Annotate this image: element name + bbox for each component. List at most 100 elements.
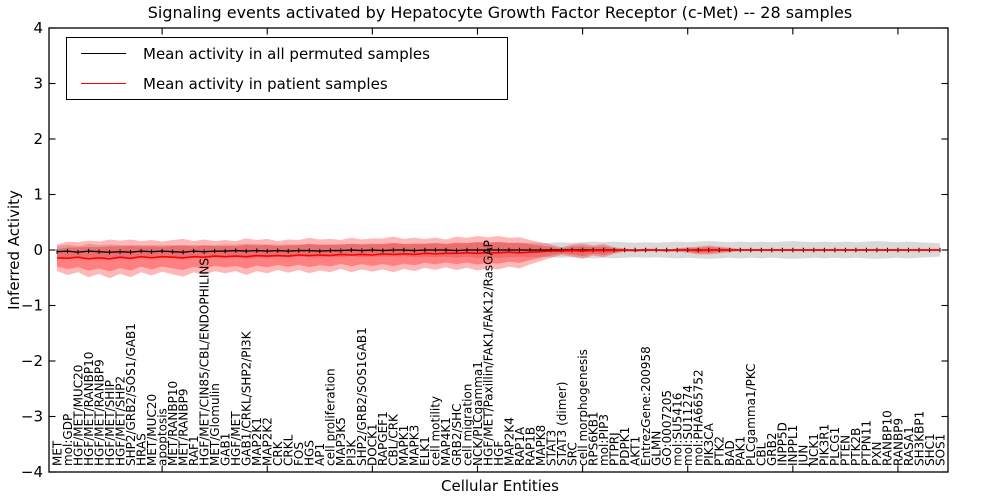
x-category-label: FOS [292,442,306,466]
x-category-label: HRAS [134,433,148,466]
x-category-label: PIK3R1 [818,424,832,466]
x-axis-title: Cellular Entities [441,477,559,495]
x-category-label: PAK1 [734,436,748,466]
x-category-label: MAP2K4 [502,417,516,466]
y-tick-label: 2 [33,130,43,148]
x-category-label: PI3K [345,439,359,466]
x-category-label: PLCG1 [828,427,842,466]
y-tick-label: −1 [21,297,43,315]
y-tick-label: 0 [33,241,43,259]
x-category-label: PIK3CA [702,422,716,466]
x-category-label: RPS6KB1 [586,411,600,466]
x-category-label: DOCK1 [366,423,380,466]
x-category-label: CRKL [282,434,296,466]
x-category-label: PXN [870,442,884,466]
x-category-label: CBL [755,442,769,466]
legend-line-patient-icon [81,83,126,84]
x-category-label: cell migration [460,384,474,466]
x-category-label: JUN [797,445,811,467]
legend-item: Mean activity in patient samples [67,69,507,99]
x-category-label: SHP2/GRB2/SOS1GAB1 [355,327,369,466]
x-category-label: SHC1 [923,433,937,466]
x-category-label: MAPK1 [397,425,411,466]
x-category-label: GAB1 [218,433,232,466]
x-category-label: NCK1 [807,433,821,466]
x-category-label: HGF/MET/RANBP10 [82,352,96,466]
legend-label-patient: Mean activity in patient samples [143,74,388,93]
x-category-label: AKT1 [628,436,642,466]
x-category-label: GLMN [649,431,663,466]
y-tick-label: −3 [21,408,43,426]
legend-label-permuted: Mean activity in all permuted samples [143,44,430,63]
x-category-label: INPP5D [776,422,790,466]
x-category-label: HGF/MET/CIN85/CBL/ENDOPHILINS [197,258,211,466]
x-category-label: GRB2 [765,432,779,466]
x-category-label: MET/Glomulin [208,383,222,466]
x-category-label: HGF [492,441,506,466]
x-category-label: RASA1 [902,426,916,466]
x-category-label: mol:SU11274 [681,385,695,466]
x-category-label: MET/RANBP10 [166,381,180,466]
x-category-label: GAB1/CRKL/SHP2/PI3K [240,330,254,466]
x-category-label: SOS1 [933,434,947,466]
y-tick-label: −4 [21,463,43,481]
x-category-label: mol:GDP [61,414,75,466]
x-category-label: INPPL1 [786,425,800,466]
x-category-label: STAT3 [544,430,558,466]
x-category-label: MET [50,440,64,466]
x-category-label: CBL/CRK [387,413,401,466]
x-category-label: PTK2 [713,436,727,466]
x-category-label: MET/RANBP9 [176,389,190,466]
chart-title: Signaling events activated by Hepatocyte… [147,3,853,22]
x-category-label: PTPRJ [607,432,621,466]
y-tick-label: −2 [21,352,43,370]
x-category-label: ELK1 [418,436,432,466]
x-category-label: CRK [271,440,285,466]
legend-item: Mean activity in all permuted samples [67,39,507,69]
x-category-label: HGF/MET/RANBP9 [92,359,106,466]
x-category-label: GRB2/SHC [450,403,464,466]
x-category-label: AP1 [313,443,327,466]
x-category-label: HGS [303,440,317,466]
x-category-label: GO:0007205 [660,390,674,466]
x-category-label: MAP2K2 [261,417,275,466]
x-category-label: cell motility [429,396,443,466]
x-category-label: MAPK3 [408,425,422,466]
x-category-label: HGF/MET/SHIP [103,380,117,466]
x-category-label: mol:SU5416 [671,393,685,466]
patient-mean-line [56,249,940,260]
x-category-label: SRC [565,442,579,466]
x-category-label: PLCgamma1/PKC [744,363,758,466]
y-tick-label: 4 [33,19,43,37]
x-category-label: RAPGEF1 [376,411,390,466]
y-tick-label: 3 [33,75,43,93]
x-category-label: MAPK8 [534,425,548,466]
x-category-label: STAT3 (dimer) [555,382,569,466]
x-category-label: MAP3K5 [334,417,348,466]
x-category-label: HGF/MET/SHP2 [113,376,127,466]
x-category-label: PDPK1 [618,427,632,466]
x-category-label: HGF/MET [229,411,243,466]
x-category-label: BAD [723,440,737,466]
patient-std-band-outer [57,236,940,279]
y-axis-title: Inferred Activity [5,190,23,310]
x-category-label: SH3KBP1 [912,411,926,466]
x-category-label: PTEN [839,435,853,466]
x-category-label: cell proliferation [324,368,338,466]
x-category-label: NCK/PLCgamma1 [471,361,485,466]
x-category-label: RAF1 [187,435,201,466]
x-category-label: MAP4K1 [439,417,453,466]
x-category-label: EntrezGene:200958 [639,346,653,466]
x-category-label: RANBP9 [891,418,905,466]
x-category-label: MAP2K1 [250,417,264,466]
x-category-label: apoptosis [155,408,169,466]
legend-line-permuted-icon [81,53,126,54]
x-category-label: cell morphogenesis [576,349,590,466]
x-category-label: MET/MUC20 [145,394,159,466]
x-category-label: HGF/MET/Paxillin/FAK1/FAK12/RasGAP [481,240,495,466]
x-category-label: mol:PHA665752 [692,369,706,466]
x-category-label: SHP2/GRB2/SOS1/GAB1 [124,323,138,466]
x-category-label: mol:PIP3 [597,414,611,466]
x-category-label: PTK2B [849,428,863,466]
